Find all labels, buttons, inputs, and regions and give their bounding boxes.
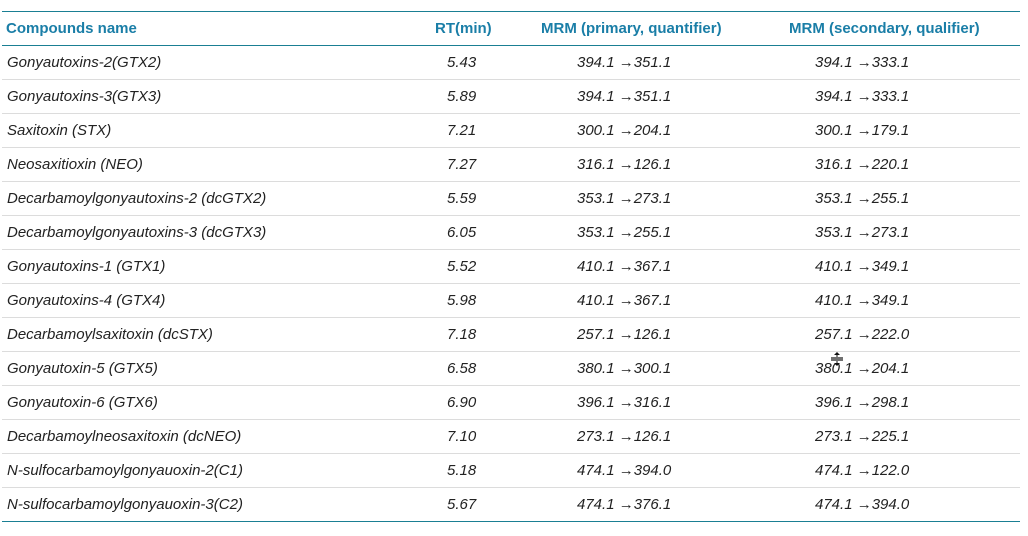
table-row: Gonyautoxins-4 (GTX4) 5.98 410.1 →367.1 … — [2, 284, 1020, 318]
cell-rt: 6.58 — [447, 360, 477, 377]
cell-mrm-primary: 394.1 →351.1 — [577, 54, 672, 71]
cell-mrm-primary: 474.1 →394.0 — [577, 462, 672, 479]
cell-rt: 5.59 — [447, 190, 477, 207]
cell-rt: 6.05 — [447, 224, 477, 241]
table-row: Saxitoxin (STX) 7.21 300.1 →204.1 300.1 … — [2, 114, 1020, 148]
cell-mrm-primary: 474.1 →376.1 — [577, 496, 672, 513]
cell-compound-name: N-sulfocarbamoylgonyauoxin-2(C1) — [7, 462, 243, 479]
header-mrm-primary: MRM (primary, quantifier) — [541, 20, 722, 37]
cell-rt: 5.52 — [447, 258, 477, 275]
header-mrm-secondary: MRM (secondary, qualifier) — [789, 20, 980, 37]
cell-mrm-secondary: 474.1 →394.0 — [815, 496, 910, 513]
cell-compound-name: Gonyautoxins-2(GTX2) — [7, 54, 162, 71]
table-row: Decarbamoylgonyautoxins-2 (dcGTX2) 5.59 … — [2, 182, 1020, 216]
header-compounds-name: Compounds name — [6, 20, 137, 37]
cell-compound-name: N-sulfocarbamoylgonyauoxin-3(C2) — [7, 496, 243, 513]
table-header-row: Compounds name RT(min) MRM (primary, qua… — [2, 11, 1020, 46]
cell-mrm-secondary: 316.1 →220.1 — [815, 156, 910, 173]
cell-mrm-secondary: 353.1 →273.1 — [815, 224, 910, 241]
cell-compound-name: Gonyautoxins-4 (GTX4) — [7, 292, 166, 309]
cell-mrm-secondary: 474.1 →122.0 — [815, 462, 910, 479]
mrm-table-container: Compounds name RT(min) MRM (primary, qua… — [2, 11, 1020, 522]
table-row: Gonyautoxins-1 (GTX1) 5.52 410.1 →367.1 … — [2, 250, 1020, 284]
cell-compound-name: Gonyautoxin-5 (GTX5) — [7, 360, 158, 377]
cell-mrm-secondary: 394.1 →333.1 — [815, 54, 910, 71]
cell-mrm-primary: 300.1 →204.1 — [577, 122, 672, 139]
cell-mrm-primary: 257.1 →126.1 — [577, 326, 672, 343]
cell-rt: 5.98 — [447, 292, 477, 309]
cell-mrm-primary: 394.1 →351.1 — [577, 88, 672, 105]
table-body: Gonyautoxins-2(GTX2) 5.43 394.1 →351.1 3… — [2, 46, 1020, 522]
table-row: Decarbamoylgonyautoxins-3 (dcGTX3) 6.05 … — [2, 216, 1020, 250]
cell-compound-name: Gonyautoxins-3(GTX3) — [7, 88, 162, 105]
cell-rt: 7.21 — [447, 122, 477, 139]
table-row: N-sulfocarbamoylgonyauoxin-2(C1) 5.18 47… — [2, 454, 1020, 488]
cell-mrm-primary: 273.1 →126.1 — [577, 428, 672, 445]
cell-mrm-secondary: 410.1 →349.1 — [815, 258, 910, 275]
cell-compound-name: Neosaxitioxin (NEO) — [7, 156, 143, 173]
cell-compound-name: Gonyautoxin-6 (GTX6) — [7, 394, 158, 411]
table-row: Gonyautoxins-3(GTX3) 5.89 394.1 →351.1 3… — [2, 80, 1020, 114]
cell-mrm-secondary: 353.1 →255.1 — [815, 190, 910, 207]
cell-rt: 7.27 — [447, 156, 477, 173]
cell-rt: 7.18 — [447, 326, 477, 343]
row-resize-cursor-icon — [831, 352, 843, 366]
cell-mrm-secondary: 300.1 →179.1 — [815, 122, 910, 139]
cell-mrm-primary: 380.1 →300.1 — [577, 360, 672, 377]
cell-rt: 5.43 — [447, 54, 477, 71]
cell-mrm-secondary: 257.1 →222.0 — [815, 326, 910, 343]
cell-mrm-primary: 410.1 →367.1 — [577, 292, 672, 309]
cell-rt: 5.18 — [447, 462, 477, 479]
cell-rt: 5.89 — [447, 88, 477, 105]
cell-mrm-primary: 353.1 →273.1 — [577, 190, 672, 207]
cell-mrm-secondary: 394.1 →333.1 — [815, 88, 910, 105]
table-row: Neosaxitioxin (NEO) 7.27 316.1 →126.1 31… — [2, 148, 1020, 182]
cell-mrm-secondary: 410.1 →349.1 — [815, 292, 910, 309]
cell-compound-name: Decarbamoylgonyautoxins-3 (dcGTX3) — [7, 224, 267, 241]
cell-mrm-primary: 396.1 →316.1 — [577, 394, 672, 411]
cell-rt: 5.67 — [447, 496, 477, 513]
cell-rt: 7.10 — [447, 428, 477, 445]
table-row: N-sulfocarbamoylgonyauoxin-3(C2) 5.67 47… — [2, 488, 1020, 522]
cell-compound-name: Decarbamoylneosaxitoxin (dcNEO) — [7, 428, 242, 445]
cell-mrm-secondary: 380.1 →204.1 — [815, 360, 910, 377]
cell-mrm-secondary: 273.1 →225.1 — [815, 428, 910, 445]
header-rt: RT(min) — [435, 20, 492, 37]
cell-mrm-primary: 353.1 →255.1 — [577, 224, 672, 241]
cell-compound-name: Saxitoxin (STX) — [7, 122, 112, 139]
cell-compound-name: Decarbamoylsaxitoxin (dcSTX) — [7, 326, 213, 343]
mrm-table: Compounds name RT(min) MRM (primary, qua… — [2, 11, 1020, 522]
table-row: Gonyautoxins-2(GTX2) 5.43 394.1 →351.1 3… — [2, 46, 1020, 80]
table-row: Gonyautoxin-6 (GTX6) 6.90 396.1 →316.1 3… — [2, 386, 1020, 420]
table-row: Decarbamoylneosaxitoxin (dcNEO) 7.10 273… — [2, 420, 1020, 454]
cell-mrm-secondary: 396.1 →298.1 — [815, 394, 910, 411]
table-row: Gonyautoxin-5 (GTX5) 6.58 380.1 →300.1 3… — [2, 352, 1020, 386]
cell-compound-name: Gonyautoxins-1 (GTX1) — [7, 258, 166, 275]
cell-rt: 6.90 — [447, 394, 477, 411]
cell-compound-name: Decarbamoylgonyautoxins-2 (dcGTX2) — [7, 190, 267, 207]
table-row: Decarbamoylsaxitoxin (dcSTX) 7.18 257.1 … — [2, 318, 1020, 352]
cell-mrm-primary: 410.1 →367.1 — [577, 258, 672, 275]
cell-mrm-primary: 316.1 →126.1 — [577, 156, 672, 173]
